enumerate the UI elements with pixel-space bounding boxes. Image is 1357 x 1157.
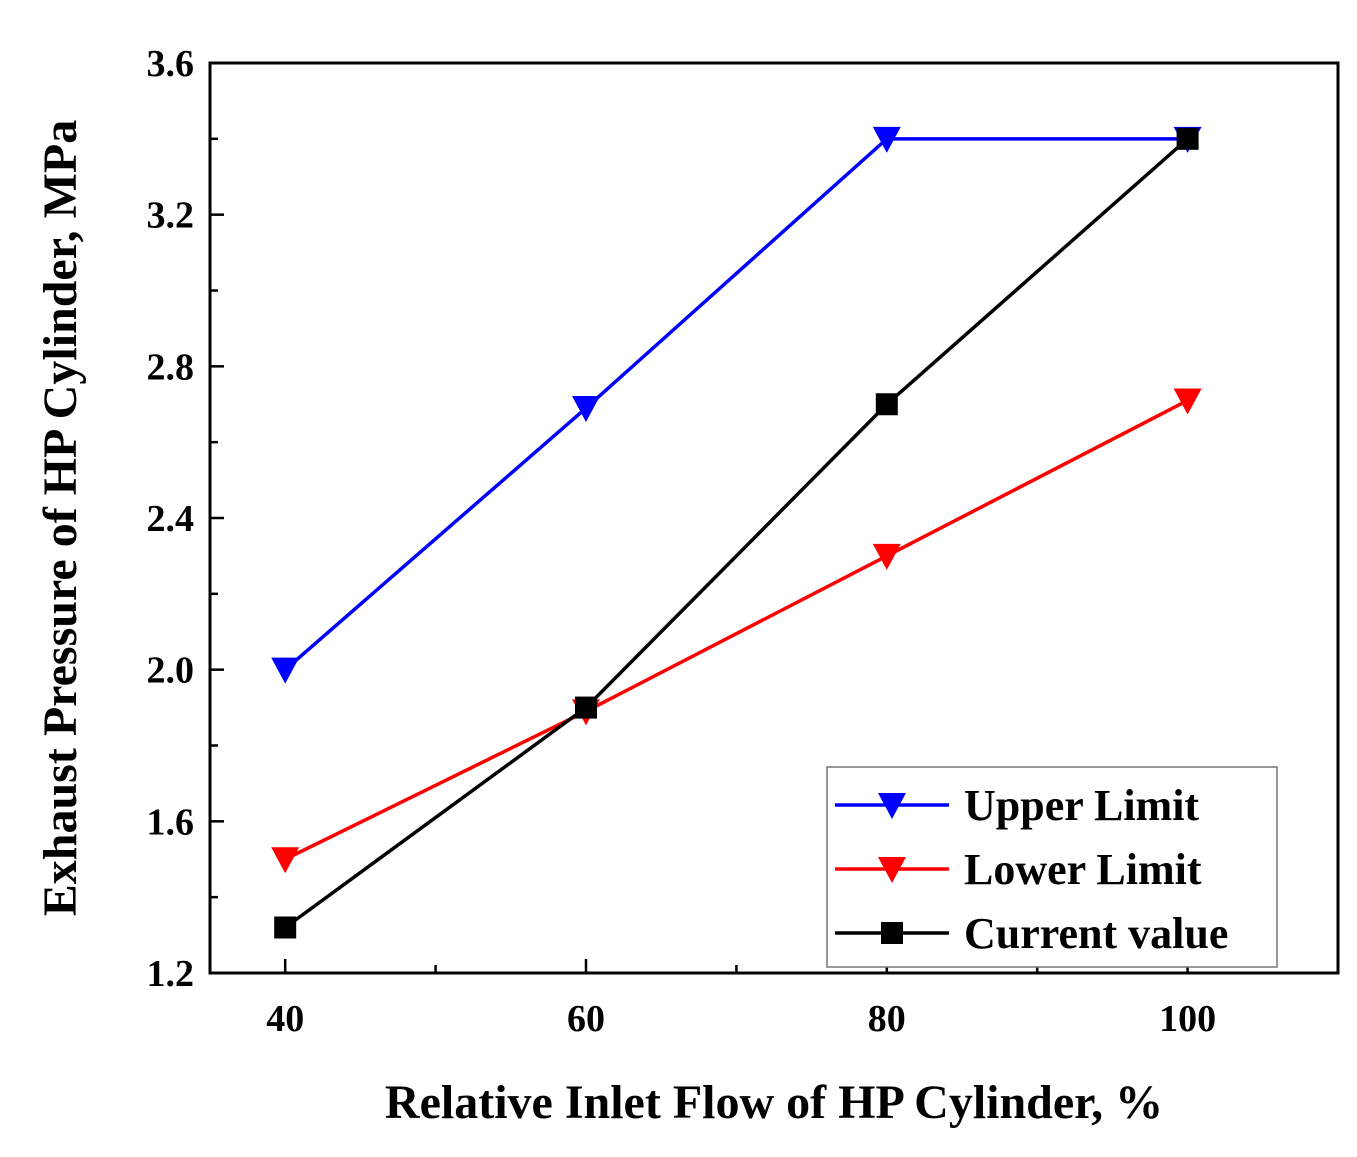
data-point-lower-limit <box>872 543 901 570</box>
data-point-lower-limit <box>1173 388 1202 415</box>
y-tick-label: 2.4 <box>147 498 195 540</box>
y-tick-label: 3.6 <box>147 43 195 85</box>
data-point-upper-limit <box>872 126 901 153</box>
series-line-upper-limit <box>284 137 1188 671</box>
data-point-upper-limit <box>572 396 600 423</box>
legend-swatch-marker <box>878 793 906 819</box>
series-line-lower-limit <box>284 398 1189 861</box>
y-tick-label: 3.2 <box>147 195 195 237</box>
legend-swatch-marker <box>878 857 906 883</box>
data-point-current-value <box>575 696 597 719</box>
data-point-current-value <box>1176 127 1199 150</box>
legend-item-upper-limit: Upper Limit <box>835 781 1199 830</box>
plot-frame <box>208 61 1340 975</box>
legend: Upper Limit Lower Limit Current value <box>826 766 1278 968</box>
legend-label: Current value <box>964 909 1228 958</box>
series-current-value <box>274 127 1199 939</box>
tick-labels-layer: 40 60 80 100 1.2 1.6 2.0 2.4 2.8 3.2 3.6 <box>147 43 1217 1040</box>
y-tick-label: 2.0 <box>147 650 195 692</box>
x-tick-label: 40 <box>266 998 304 1040</box>
data-point-current-value <box>875 393 898 416</box>
y-tick-label: 1.6 <box>147 801 195 843</box>
x-tick-label: 80 <box>868 998 906 1040</box>
legend-item-current-value: Current value <box>835 909 1228 958</box>
x-axis-title: Relative Inlet Flow of HP Cylinder, % <box>385 1076 1163 1129</box>
legend-label: Upper Limit <box>964 781 1199 830</box>
data-point-lower-limit <box>271 847 300 874</box>
data-point-current-value <box>274 916 297 939</box>
legend-label: Lower Limit <box>964 845 1202 894</box>
series-upper-limit <box>271 126 1202 684</box>
legend-swatch-marker <box>881 922 903 944</box>
series-line-current-value <box>284 137 1189 929</box>
y-tick-label: 1.2 <box>147 953 195 995</box>
legend-item-lower-limit: Lower Limit <box>835 845 1202 894</box>
y-tick-label: 2.8 <box>147 346 195 388</box>
x-tick-label: 60 <box>567 998 605 1040</box>
data-point-upper-limit <box>271 657 300 684</box>
series-layer <box>271 126 1202 939</box>
x-tick-label: 100 <box>1159 998 1216 1040</box>
y-axis-title: Exhaust Pressure of HP Cylinder, MPa <box>34 120 87 916</box>
